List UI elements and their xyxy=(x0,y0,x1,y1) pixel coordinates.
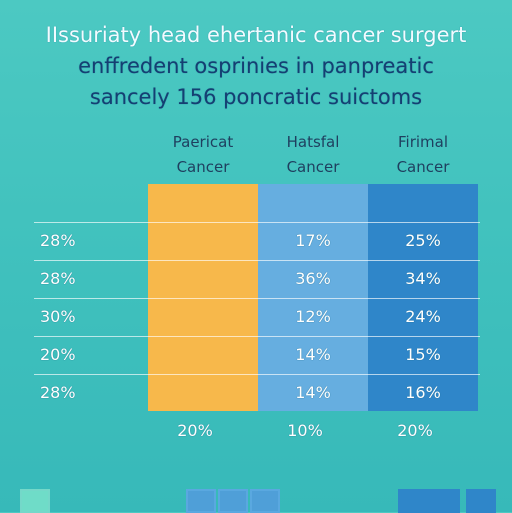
table-cell: 17% xyxy=(295,231,331,250)
row-divider xyxy=(34,298,480,299)
row-divider xyxy=(34,222,480,223)
column-total-1: 20% xyxy=(177,421,213,440)
column-header-line-2: Cancer xyxy=(176,158,230,176)
column-header-line-1: Hatsfal xyxy=(286,133,340,151)
legend-swatch xyxy=(20,489,50,513)
table-cell: 15% xyxy=(405,345,441,364)
column-header-line-2: Cancer xyxy=(286,158,340,176)
legend-swatch xyxy=(218,489,248,513)
title-line-3: sancely 156 poncratic suictoms xyxy=(89,85,423,109)
row-label: 28% xyxy=(40,269,76,288)
table-cell: 34% xyxy=(405,269,441,288)
column-header-2: Hatsfal Cancer xyxy=(258,130,368,180)
legend-swatch xyxy=(186,489,216,513)
table-cell: 36% xyxy=(295,269,331,288)
row-label: 20% xyxy=(40,345,76,364)
column-header-line-1: Firimal xyxy=(397,133,448,151)
row-label: 28% xyxy=(40,231,76,250)
row-divider xyxy=(34,374,480,375)
column-bar-2 xyxy=(258,184,368,411)
row-label: 30% xyxy=(40,307,76,326)
title-line-2: enffredent osprinies in panpreatic xyxy=(78,54,434,78)
chart-title: IIssuriaty head ehertanic cancer surgert… xyxy=(0,20,512,113)
column-header-line-1: Paericat xyxy=(172,133,234,151)
title-line-1: IIssuriaty head ehertanic cancer surgert xyxy=(45,23,467,47)
column-bar-3 xyxy=(368,184,478,411)
legend-swatch xyxy=(466,489,496,513)
legend-swatch xyxy=(250,489,280,513)
row-label: 28% xyxy=(40,383,76,402)
legend-swatch xyxy=(398,489,460,513)
table-cell: 14% xyxy=(295,345,331,364)
column-header-line-2: Cancer xyxy=(396,158,450,176)
column-header-3: Firimal Cancer xyxy=(368,130,478,180)
table-cell: 14% xyxy=(295,383,331,402)
column-header-1: Paericat Cancer xyxy=(148,130,258,180)
column-total-3: 20% xyxy=(397,421,433,440)
row-divider xyxy=(34,336,480,337)
column-bar-1 xyxy=(148,184,258,411)
table-cell: 25% xyxy=(405,231,441,250)
table-cell: 16% xyxy=(405,383,441,402)
row-divider xyxy=(34,260,480,261)
column-total-2: 10% xyxy=(287,421,323,440)
table-cell: 24% xyxy=(405,307,441,326)
table-cell: 12% xyxy=(295,307,331,326)
